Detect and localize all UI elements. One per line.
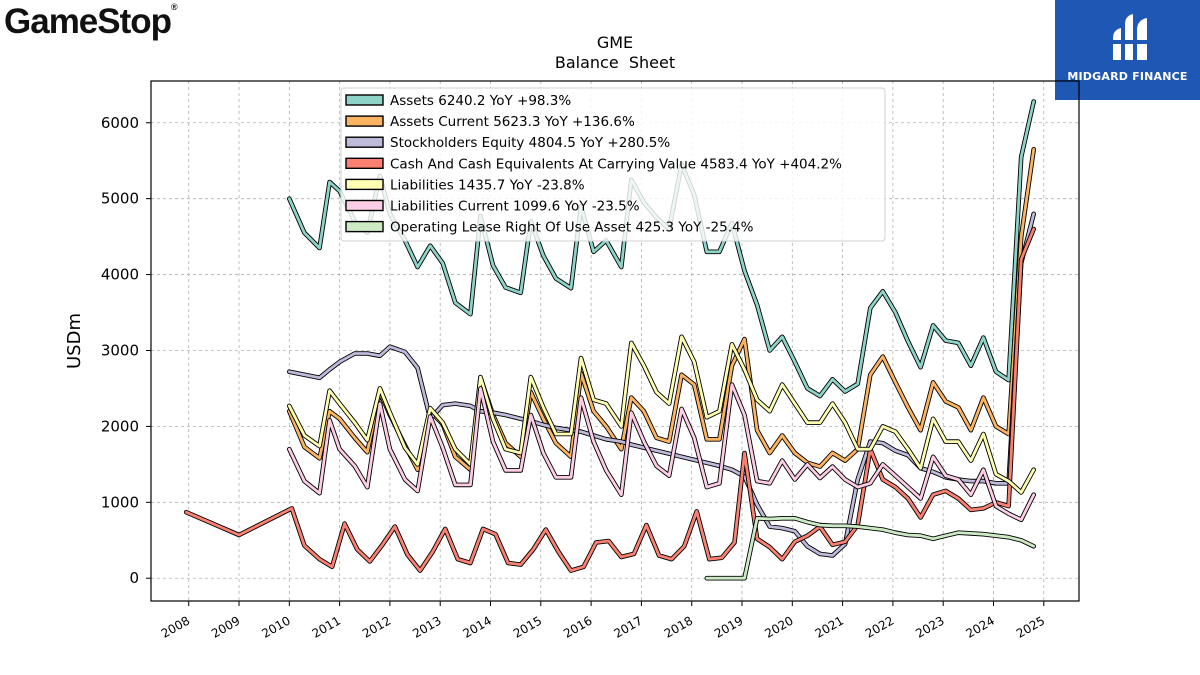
legend-swatch	[345, 157, 384, 170]
series-line-outline	[287, 211, 1036, 558]
legend-swatch	[345, 136, 384, 148]
legend-box	[340, 87, 886, 242]
x-tick-label: 2013	[410, 613, 443, 640]
x-tick-label: 2016	[561, 613, 594, 640]
series-liabilities-current	[287, 382, 1036, 523]
series-line	[705, 516, 1036, 580]
gamestop-logo-text: GameStop	[4, 2, 172, 41]
x-tick-label: 2009	[209, 613, 242, 640]
legend-label: Liabilities Current 1099.6 YoY -23.5%	[390, 199, 640, 215]
y-tick-label: 3000	[101, 341, 139, 359]
legend-label: Operating Lease Right Of Use Asset 425.3…	[390, 220, 754, 236]
legend-label: Stockholders Equity 4804.5 YoY +280.5%	[390, 135, 670, 151]
x-tick-label: 2012	[360, 613, 393, 640]
x-tick-label: 2024	[964, 613, 997, 640]
x-tick-label: 2011	[310, 613, 343, 640]
y-tick-label: 6000	[101, 114, 139, 132]
legend-swatch	[345, 94, 384, 106]
y-tick-label: 0	[129, 569, 139, 587]
series-line	[287, 147, 1036, 472]
legend-label: Liabilities 1435.7 YoY -23.8%	[390, 177, 585, 193]
x-tick-label: 2020	[762, 613, 795, 640]
legend-swatch	[345, 220, 384, 233]
x-tick-label: 2025	[1014, 613, 1047, 640]
legend-label: Cash And Cash Equivalents At Carrying Va…	[390, 156, 842, 172]
x-tick-label: 2008	[159, 613, 192, 640]
midgard-logo-text: MIDGARD FINANCE	[1067, 70, 1188, 83]
x-tick-label: 2019	[712, 613, 745, 640]
x-tick-label: 2014	[461, 613, 494, 640]
y-tick-label: 4000	[101, 266, 139, 284]
legend-swatch	[345, 199, 384, 212]
y-tick-label: 1000	[101, 493, 139, 511]
series-line	[287, 212, 1036, 557]
x-tick-label: 2017	[611, 613, 644, 640]
plot-frame	[150, 80, 1080, 602]
x-tick-label: 2023	[913, 613, 946, 640]
legend-swatch	[345, 178, 384, 191]
series-line	[287, 383, 1036, 522]
series-liabilities	[287, 334, 1036, 495]
x-tick-label: 2015	[511, 613, 544, 640]
series-cash-and-cash-equivalents-at-carrying-value	[183, 226, 1036, 573]
legend-label: Assets Current 5623.3 YoY +136.6%	[390, 114, 635, 130]
chart-subtitle: Balance Sheet	[555, 53, 675, 72]
x-tick-label: 2021	[813, 613, 846, 640]
y-tick-label: 5000	[101, 190, 139, 208]
series-operating-lease-right-of-use-asset	[704, 516, 1036, 581]
chart-title: GME	[597, 33, 633, 52]
series-assets-current	[287, 147, 1036, 472]
legend: Assets 6240.2 YoY +98.3% Assets Current 5…	[340, 87, 886, 242]
gamestop-logo: GameStop®	[4, 2, 178, 42]
x-tick-label: 2010	[259, 613, 292, 640]
series-line	[287, 335, 1036, 494]
series-stockholders-equity	[287, 211, 1036, 558]
legend-swatch	[345, 115, 384, 127]
legend-label: Assets 6240.2 YoY +98.3%	[390, 93, 571, 109]
midgard-logo-mark-icon	[1111, 14, 1149, 60]
x-tick-label: 2018	[662, 613, 695, 640]
registered-mark: ®	[171, 2, 178, 12]
x-tick-label: 2022	[863, 613, 896, 640]
series-line	[184, 227, 1036, 572]
y-axis-label: USDm	[64, 313, 85, 369]
y-tick-label: 2000	[101, 417, 139, 435]
